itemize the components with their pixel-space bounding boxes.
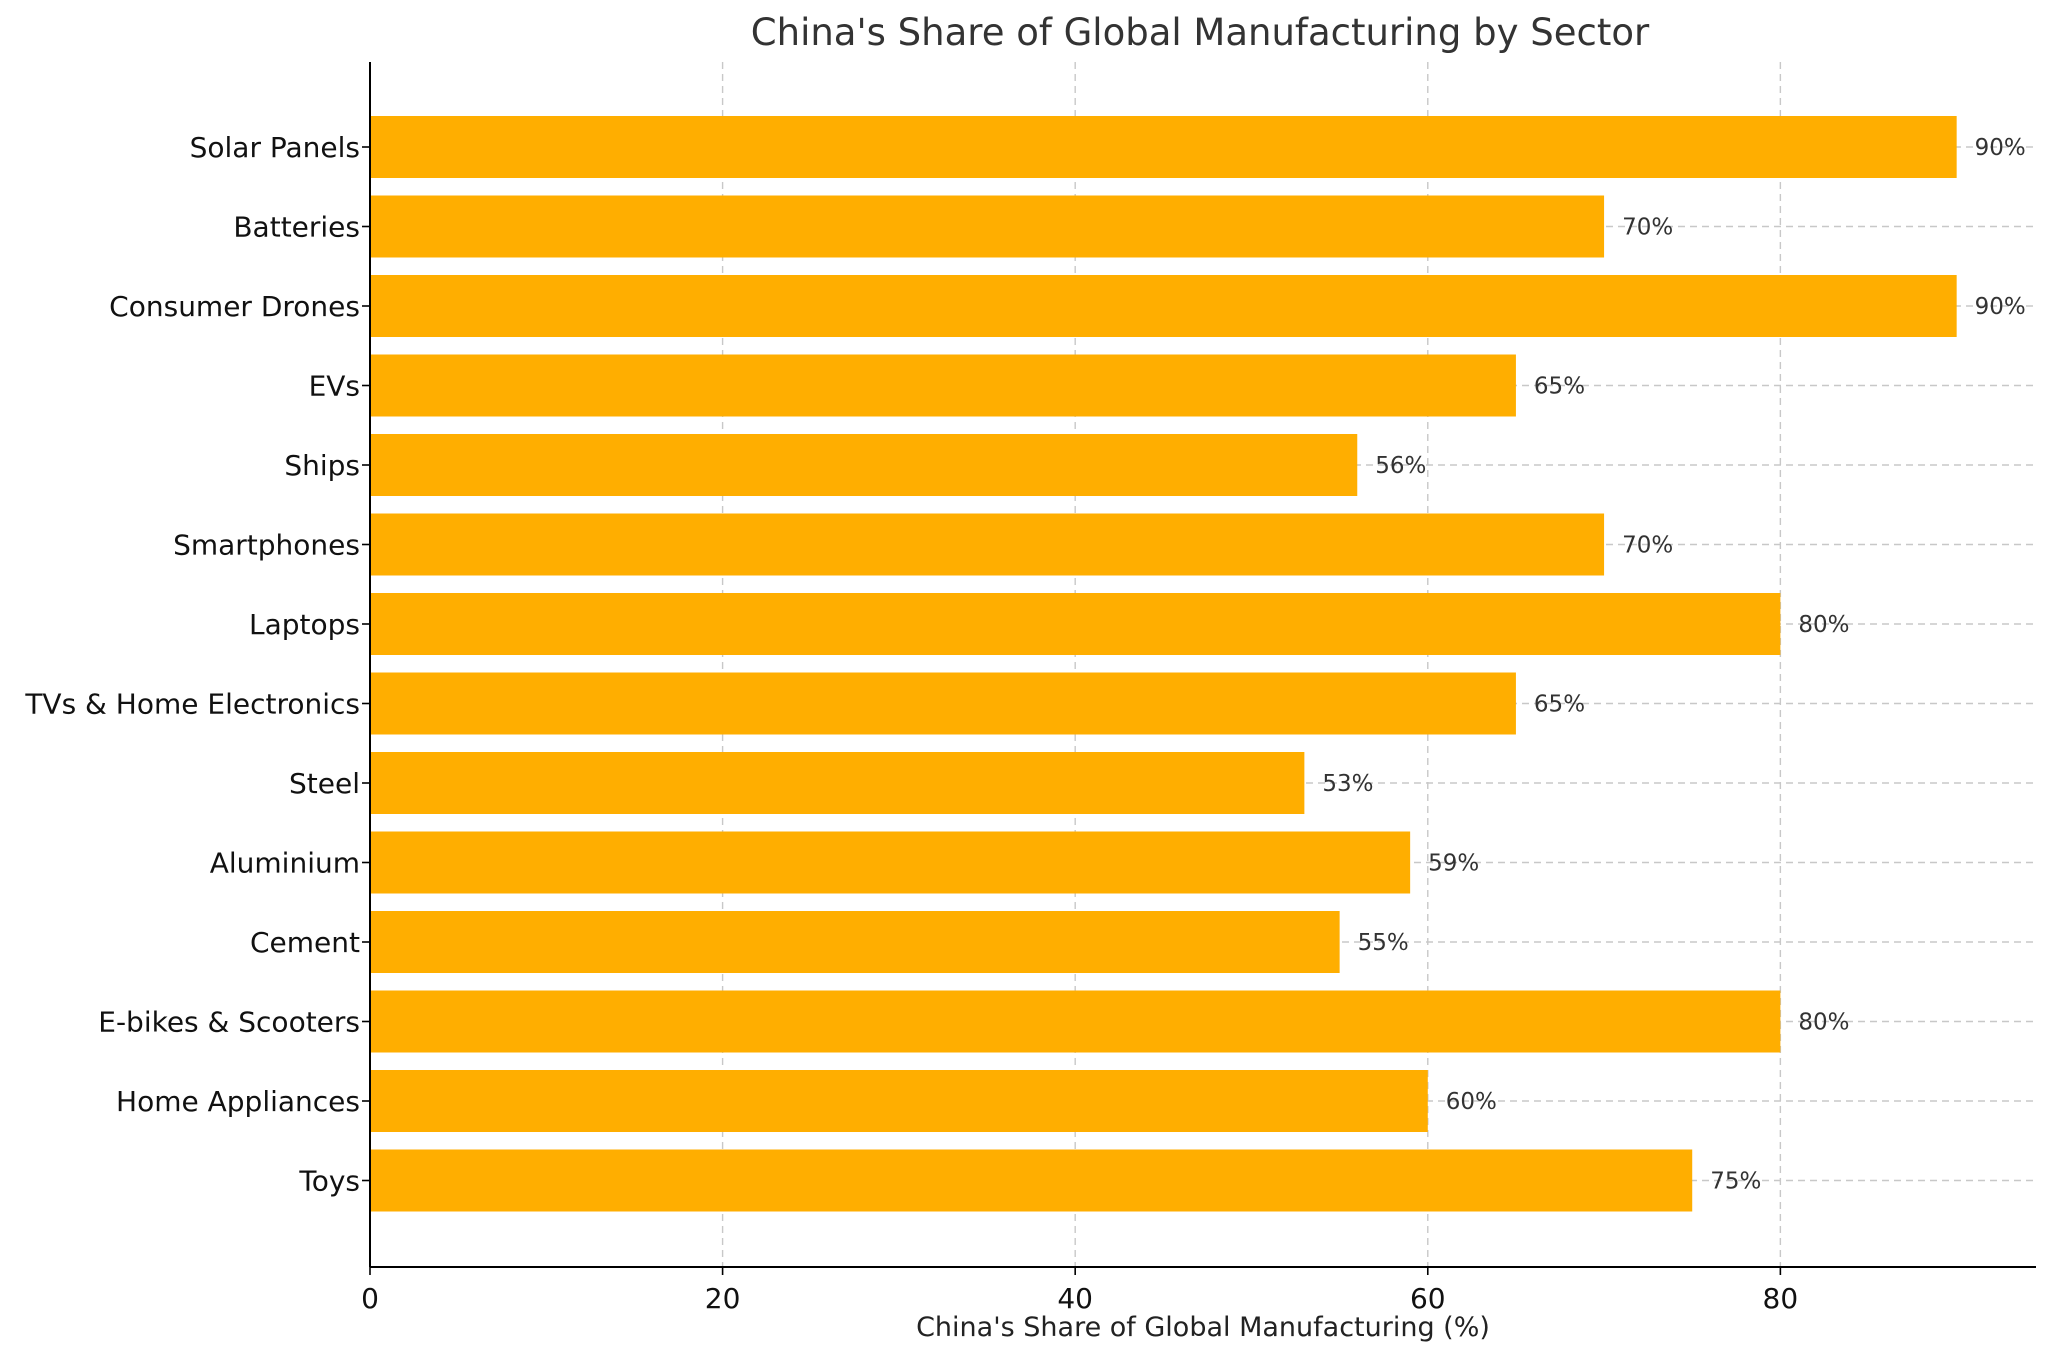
bar-0 [370,116,1957,178]
category-label: Consumer Drones [109,290,360,323]
bar-3 [370,354,1516,417]
category-label: Toys [298,1165,360,1198]
data-label: 80% [1798,1010,1849,1036]
data-label: 60% [1446,1089,1497,1115]
x-axis-label: China's Share of Global Manufacturing (%… [916,1312,1490,1343]
category-label: Smartphones [173,529,360,562]
bar-11 [370,990,1781,1053]
data-label: 80% [1798,612,1849,638]
data-label: 70% [1622,215,1673,241]
category-label: Ships [284,449,360,482]
x-tick-label: 20 [705,1282,741,1315]
x-tick-label: 40 [1057,1282,1093,1315]
data-label: 90% [1975,294,2026,320]
bar-4 [370,434,1358,496]
chart-title: China's Share of Global Manufacturing by… [751,11,1650,54]
data-label: 53% [1322,771,1373,797]
bar-7 [370,672,1516,735]
category-label: TVs & Home Electronics [24,688,360,721]
data-label: 59% [1428,851,1479,877]
axes [369,62,2036,1268]
category-label: EVs [309,370,360,403]
data-label: 56% [1375,453,1426,479]
x-tick-label: 80 [1763,1282,1799,1315]
category-label: Aluminium [210,847,360,880]
data-label: 65% [1534,692,1585,718]
data-labels: 90% 70% 90% 65% 56% 70% 80% 65% 53% 59% 55% 80% 60% 7… [1322,135,2025,1195]
bar-8 [370,752,1305,814]
data-label: 70% [1622,533,1673,559]
category-label: Home Appliances [116,1085,360,1118]
category-label: Cement [250,926,360,959]
bar-6 [370,593,1781,655]
bar-1 [370,195,1605,258]
data-label: 65% [1534,374,1585,400]
x-tick-label: 0 [361,1282,379,1315]
category-labels: Solar Panels Batteries Consumer Drones EVs S… [24,131,360,1198]
data-label: 55% [1358,930,1409,956]
data-label: 90% [1975,135,2026,161]
bars [370,116,1957,1212]
category-label: E-bikes & Scooters [98,1006,360,1039]
category-label: Steel [289,767,360,800]
bar-2 [370,275,1957,337]
x-tick-label: 60 [1410,1282,1446,1315]
bar-10 [370,911,1340,973]
bar-5 [370,513,1605,576]
data-label: 75% [1710,1169,1761,1195]
bar-13 [370,1149,1693,1212]
bar-9 [370,831,1411,894]
category-label: Laptops [249,608,360,641]
category-label: Solar Panels [190,131,360,164]
category-label: Batteries [233,211,360,244]
bar-12 [370,1070,1428,1132]
x-ticks: 0 20 40 60 80 [361,146,1799,1315]
